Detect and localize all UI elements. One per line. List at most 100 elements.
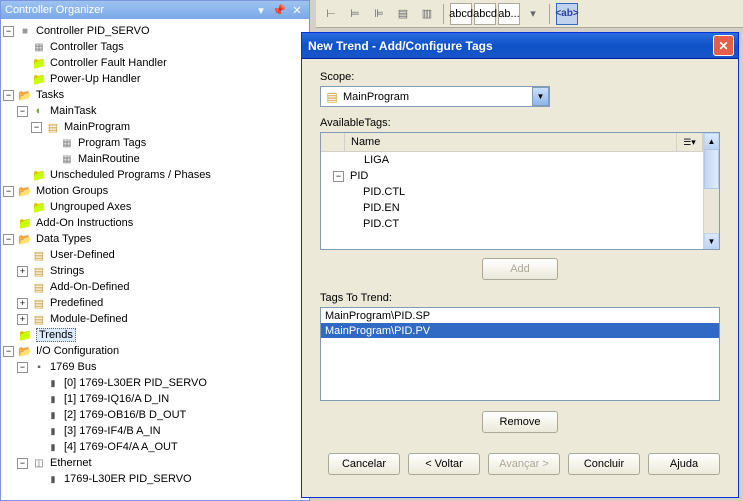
- cancel-button[interactable]: Cancelar: [328, 453, 400, 475]
- finish-button[interactable]: Concluir: [568, 453, 640, 475]
- tree-addon-instr[interactable]: Add-On Instructions: [36, 217, 133, 229]
- tree-toggle[interactable]: −: [31, 122, 42, 133]
- available-tags-list[interactable]: Name ☰▾ LIGA −PID PID.CTL PID.EN PID.CT: [321, 133, 703, 249]
- module-icon: [45, 440, 61, 454]
- tool-dd-icon[interactable]: ▾: [522, 3, 544, 25]
- tree-mod4[interactable]: [4] 1769-OF4/A A_OUT: [64, 441, 178, 453]
- tree-maintask[interactable]: MainTask: [50, 105, 96, 117]
- tree-mod2[interactable]: [2] 1769-OB16/B D_OUT: [64, 409, 186, 421]
- scroll-down-icon[interactable]: ▼: [704, 233, 719, 249]
- tree-fault-handler[interactable]: Controller Fault Handler: [50, 57, 167, 69]
- tree-controller-tags[interactable]: Controller Tags: [50, 41, 124, 53]
- scroll-track[interactable]: [704, 189, 719, 233]
- program-icon: [324, 89, 340, 105]
- tree-controller[interactable]: Controller PID_SERVO: [36, 25, 150, 37]
- tag-row[interactable]: PID.CTL: [321, 184, 703, 200]
- tree-strings[interactable]: Strings: [50, 265, 84, 277]
- tool-edit2-icon[interactable]: ▥: [416, 3, 438, 25]
- add-button[interactable]: Add: [482, 258, 558, 280]
- tree-toggle[interactable]: −: [17, 362, 28, 373]
- organizer-title: Controller Organizer: [5, 4, 251, 16]
- scroll-thumb[interactable]: [704, 149, 719, 189]
- tree-mainroutine[interactable]: MainRoutine: [78, 153, 140, 165]
- tag-row[interactable]: LIGA: [321, 152, 703, 168]
- organizer-tree[interactable]: − Controller PID_SERVO Controller Tags Co…: [1, 19, 309, 500]
- tree-toggle[interactable]: +: [17, 266, 28, 277]
- controller-organizer-panel: Controller Organizer ▾ 📌 ✕ − Controller P…: [0, 0, 310, 501]
- tree-toggle[interactable]: −: [3, 234, 14, 245]
- tool-abcd-icon[interactable]: abcd: [450, 3, 472, 25]
- tree-toggle[interactable]: −: [3, 26, 14, 37]
- tool-ab-tag-icon[interactable]: <ab>: [556, 3, 578, 25]
- scope-select[interactable]: MainProgram ▼: [320, 86, 550, 107]
- pin-icon[interactable]: ▾: [253, 3, 269, 17]
- available-tags-label: AvailableTags:: [320, 117, 720, 129]
- header-name[interactable]: Name: [345, 133, 677, 151]
- tree-powerup[interactable]: Power-Up Handler: [50, 73, 140, 85]
- tree-toggle: [347, 155, 358, 166]
- tool-rung-icon[interactable]: ⊢: [320, 3, 342, 25]
- trend-tag-row[interactable]: MainProgram\PID.PV: [321, 323, 719, 338]
- tool-branch2-icon[interactable]: ⊫: [368, 3, 390, 25]
- module-icon: [45, 376, 61, 390]
- tree-toggle[interactable]: −: [17, 458, 28, 469]
- tree-toggle[interactable]: −: [3, 346, 14, 357]
- tree-trends[interactable]: Trends: [36, 328, 76, 342]
- next-button[interactable]: Avançar >: [488, 453, 560, 475]
- tree-toggle[interactable]: −: [3, 90, 14, 101]
- type-icon: [31, 264, 47, 278]
- tree-module-defined[interactable]: Module-Defined: [50, 313, 128, 325]
- tree-addon-defined[interactable]: Add-On-Defined: [50, 281, 130, 293]
- back-button[interactable]: < Voltar: [408, 453, 480, 475]
- tag-row[interactable]: PID.CT: [321, 216, 703, 232]
- help-button[interactable]: Ajuda: [648, 453, 720, 475]
- tree-ethernet[interactable]: Ethernet: [50, 457, 92, 469]
- tag-row[interactable]: PID.EN: [321, 200, 703, 216]
- trend-tag-row[interactable]: MainProgram\PID.SP: [321, 308, 719, 323]
- filter-icon[interactable]: ☰▾: [677, 133, 703, 151]
- folder-icon: [31, 200, 47, 214]
- tree-toggle[interactable]: −: [3, 186, 14, 197]
- tree-bus[interactable]: 1769 Bus: [50, 361, 96, 373]
- scrollbar[interactable]: ▲ ▼: [703, 133, 719, 249]
- pushpin-icon[interactable]: 📌: [271, 3, 287, 17]
- tag-label: PID.CTL: [361, 186, 405, 198]
- close-panel-icon[interactable]: ✕: [289, 3, 305, 17]
- tool-edit-icon[interactable]: ▤: [392, 3, 414, 25]
- tag-label: LIGA: [362, 154, 389, 166]
- remove-button[interactable]: Remove: [482, 411, 558, 433]
- tool-branch-icon[interactable]: ⊨: [344, 3, 366, 25]
- tree-toggle[interactable]: +: [17, 298, 28, 309]
- tree-motion-groups[interactable]: Motion Groups: [36, 185, 108, 197]
- type-icon: [31, 296, 47, 310]
- close-button[interactable]: ✕: [713, 35, 734, 56]
- tree-program-tags[interactable]: Program Tags: [78, 137, 146, 149]
- tree-toggle[interactable]: −: [333, 171, 344, 182]
- tree-toggle[interactable]: −: [17, 106, 28, 117]
- tree-mainprogram[interactable]: MainProgram: [64, 121, 130, 133]
- tree-ungrouped-axes[interactable]: Ungrouped Axes: [50, 201, 131, 213]
- tree-tasks[interactable]: Tasks: [36, 89, 64, 101]
- tags-to-trend-list[interactable]: MainProgram\PID.SP MainProgram\PID.PV: [320, 307, 720, 401]
- folder-icon: [17, 232, 33, 246]
- tool-ab-icon[interactable]: ab...: [498, 3, 520, 25]
- bus-icon: [31, 360, 47, 374]
- tags-icon: [59, 136, 75, 150]
- tree-unscheduled[interactable]: Unscheduled Programs / Phases: [50, 169, 211, 181]
- tree-toggle[interactable]: +: [17, 314, 28, 325]
- program-icon: [45, 120, 61, 134]
- tree-mod0[interactable]: [0] 1769-L30ER PID_SERVO: [64, 377, 207, 389]
- tree-user-defined[interactable]: User-Defined: [50, 249, 115, 261]
- tool-abcd2-icon[interactable]: abcd: [474, 3, 496, 25]
- tree-mod3[interactable]: [3] 1769-IF4/B A_IN: [64, 425, 161, 437]
- tree-eth-mod[interactable]: 1769-L30ER PID_SERVO: [64, 473, 192, 485]
- editor-toolbar: ⊢ ⊨ ⊫ ▤ ▥ abcd abcd ab... ▾ <ab>: [316, 0, 743, 28]
- tree-predefined[interactable]: Predefined: [50, 297, 103, 309]
- tag-row[interactable]: −PID: [321, 168, 703, 184]
- scroll-up-icon[interactable]: ▲: [704, 133, 719, 149]
- header-expand-col[interactable]: [321, 133, 345, 151]
- tree-io-config[interactable]: I/O Configuration: [36, 345, 119, 357]
- tree-mod1[interactable]: [1] 1769-IQ16/A D_IN: [64, 393, 169, 405]
- tree-data-types[interactable]: Data Types: [36, 233, 91, 245]
- chevron-down-icon[interactable]: ▼: [532, 87, 549, 106]
